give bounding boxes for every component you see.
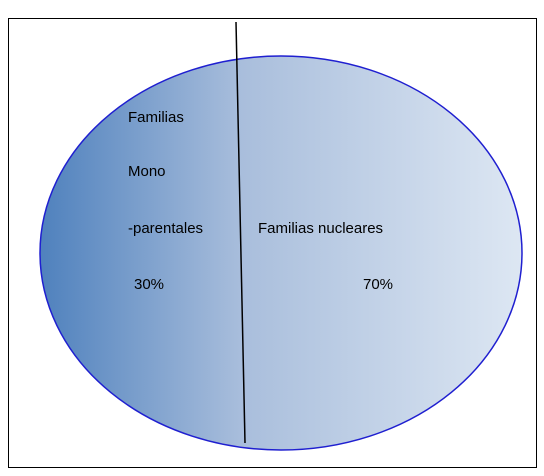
region-label: Familias: [128, 109, 184, 126]
region-label: -parentales: [128, 220, 203, 237]
region-share: 30%: [134, 276, 164, 293]
divider: [235, 21, 246, 444]
region-label: Familias nucleares: [258, 220, 383, 237]
region-share: 70%: [363, 276, 393, 293]
region-label: Mono: [128, 163, 166, 180]
ellipse: [39, 55, 523, 451]
